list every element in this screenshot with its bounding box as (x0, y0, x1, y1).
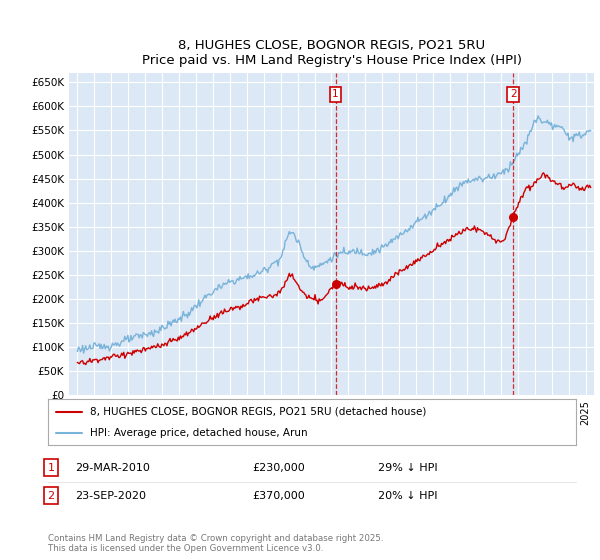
Text: 2: 2 (510, 90, 517, 100)
Text: HPI: Average price, detached house, Arun: HPI: Average price, detached house, Arun (90, 428, 308, 438)
Point (508, 212, 518, 221)
Point (331, 280, 340, 289)
Text: 1: 1 (332, 90, 339, 100)
Text: 29% ↓ HPI: 29% ↓ HPI (378, 463, 437, 473)
Text: 29-MAR-2010: 29-MAR-2010 (75, 463, 150, 473)
Text: 23-SEP-2020: 23-SEP-2020 (75, 491, 146, 501)
Title: 8, HUGHES CLOSE, BOGNOR REGIS, PO21 5RU
Price paid vs. HM Land Registry's House : 8, HUGHES CLOSE, BOGNOR REGIS, PO21 5RU … (142, 39, 521, 67)
Text: Contains HM Land Registry data © Crown copyright and database right 2025.
This d: Contains HM Land Registry data © Crown c… (48, 534, 383, 553)
Text: £230,000: £230,000 (252, 463, 305, 473)
Text: £370,000: £370,000 (252, 491, 305, 501)
Text: 1: 1 (47, 463, 55, 473)
Text: 8, HUGHES CLOSE, BOGNOR REGIS, PO21 5RU (detached house): 8, HUGHES CLOSE, BOGNOR REGIS, PO21 5RU … (90, 407, 427, 417)
Text: 20% ↓ HPI: 20% ↓ HPI (378, 491, 437, 501)
Text: 2: 2 (47, 491, 55, 501)
